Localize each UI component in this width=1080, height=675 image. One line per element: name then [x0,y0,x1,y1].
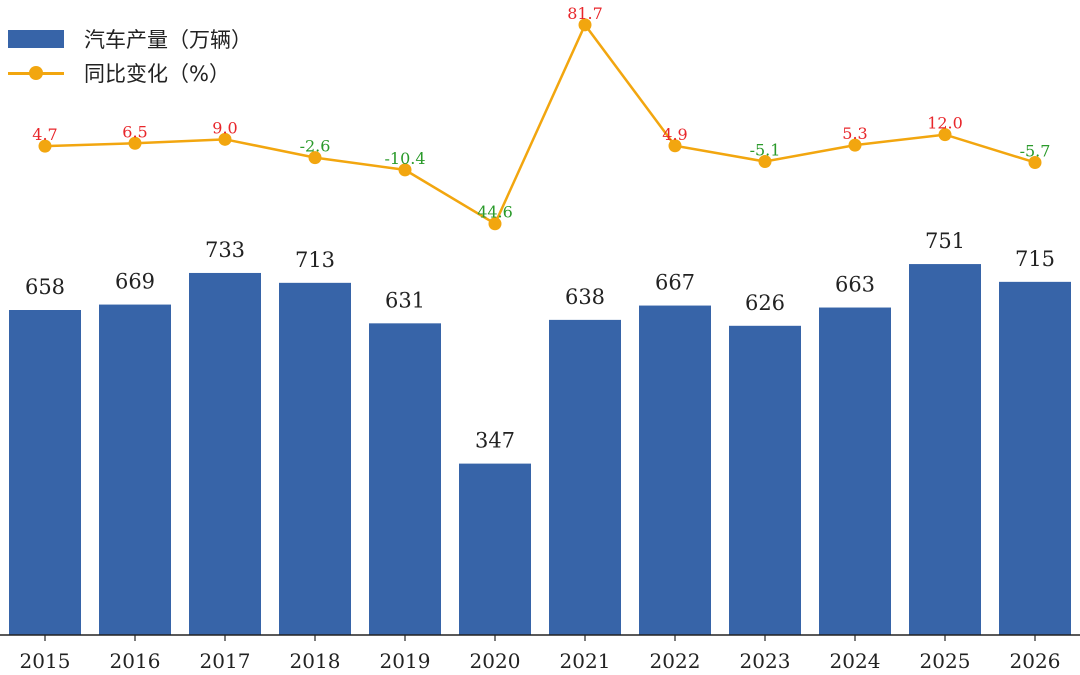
yoy-value-label-2025: 12.0 [927,114,963,133]
yoy-value-label-2017: 9.0 [212,118,237,137]
yoy-point-2019 [398,163,412,177]
yoy-point-2018 [308,151,322,165]
yoy-value-label-2022: 4.9 [662,125,687,144]
x-tick-label-2023: 2023 [740,649,791,673]
bar-2025 [909,264,981,635]
x-tick-label-2016: 2016 [110,649,161,673]
yoy-value-label-2015: 4.7 [32,125,57,144]
x-tick-label-2022: 2022 [650,649,701,673]
yoy-point-2026 [1028,155,1042,169]
bar-value-label-2025: 751 [925,229,965,253]
yoy-point-2015 [38,139,52,153]
yoy-point-2017 [218,132,232,146]
x-axis: 2015 2016 2017 2018 2019 2020 2021 2022 2023 2024… [0,634,1080,673]
bar-2015 [9,310,81,635]
yoy-point-2025 [938,128,952,142]
x-tick-label-2021: 2021 [560,649,611,673]
legend-bar-swatch [8,30,64,48]
legend-yoy-label: 同比变化（%） [84,62,230,86]
bar-value-label-2018: 713 [295,248,335,272]
yoy-point-2021 [578,18,592,32]
x-tick-label-2024: 2024 [830,649,881,673]
bar-2016 [99,304,171,635]
yoy-value-label-2026: -5.7 [1020,141,1051,160]
yoy-line-group: 4.7 6.5 9.0 -2.6 -10.4 44.6 81.7 4.9 -5.1 5.3 12.0… [32,4,1051,231]
bar-2017 [189,272,261,635]
x-tick-label-2026: 2026 [1010,649,1061,673]
bar-2019 [369,323,441,635]
yoy-value-label-2023: -5.1 [750,141,781,160]
bar-value-label-2019: 631 [385,288,425,312]
yoy-point-2024 [848,138,862,152]
x-tick-label-2015: 2015 [20,649,71,673]
bar-value-label-2016: 669 [115,270,155,294]
x-tick-label-2020: 2020 [470,649,521,673]
bar-value-label-2015: 658 [25,275,65,299]
bar-value-label-2023: 626 [745,291,785,315]
yoy-value-label-2024: 5.3 [842,124,867,143]
bar-2021 [549,319,621,635]
bar-value-label-2024: 663 [835,273,875,297]
bar-2023 [729,325,801,635]
bar-2020 [459,463,531,635]
bars-group: 658 669 733 713 631 347 638 667 626 663 751 715 [9,229,1071,635]
yoy-point-2020 [488,217,502,231]
legend-production-label: 汽车产量（万辆） [84,28,252,52]
yoy-line [44,22,1036,226]
yoy-value-label-2020: 44.6 [477,203,513,222]
legend-item-production: 汽车产量（万辆） [8,22,252,56]
bar-value-label-2021: 638 [565,285,605,309]
yoy-value-label-2021: 81.7 [567,4,603,23]
yoy-value-label-2019: -10.4 [384,149,425,168]
legend-line-swatch [8,64,64,82]
bar-value-label-2026: 715 [1015,247,1055,271]
bar-2022 [639,305,711,635]
x-tick-label-2017: 2017 [200,649,251,673]
bar-value-label-2020: 347 [475,429,515,453]
x-tick-label-2025: 2025 [920,649,971,673]
bar-value-label-2022: 667 [655,271,695,295]
legend-item-yoy: 同比变化（%） [8,56,252,90]
yoy-value-label-2018: -2.6 [300,137,331,156]
yoy-point-2022 [668,139,682,153]
x-tick-label-2018: 2018 [290,649,341,673]
yoy-point-2023 [758,155,772,169]
yoy-value-label-2016: 6.5 [122,122,147,141]
x-tick-label-2019: 2019 [380,649,431,673]
bar-value-label-2017: 733 [205,238,245,262]
bar-2018 [279,282,351,635]
bar-2026 [999,281,1071,635]
legend: 汽车产量（万辆） 同比变化（%） [8,22,252,90]
bar-2024 [819,307,891,635]
yoy-point-2016 [128,136,142,150]
